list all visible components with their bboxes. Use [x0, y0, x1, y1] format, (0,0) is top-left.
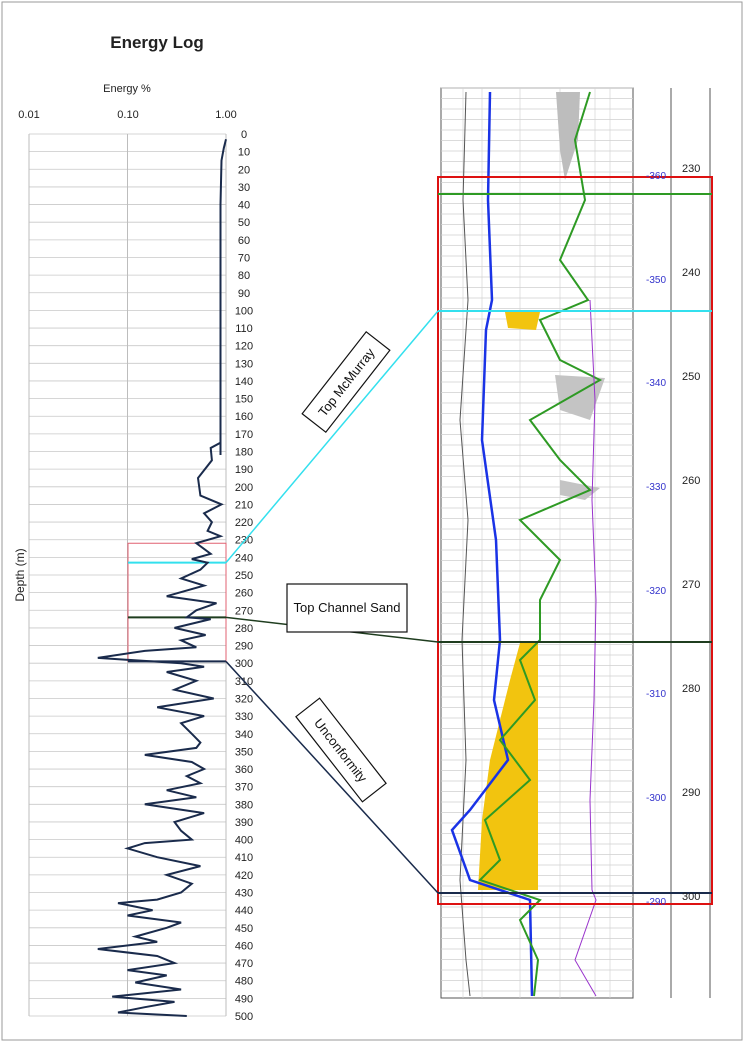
y-tick-labels: 0 10 20 30 40 50 60 70 80 90 100 110 120 130 140 150 160…: [235, 129, 253, 1023]
y-tick-label: 320: [235, 693, 253, 705]
y-tick-label: 190: [235, 464, 253, 476]
y-tick-label: 500: [235, 1011, 253, 1023]
y-tick-label: 450: [235, 923, 253, 935]
annotation-top-channel-sand-text: Top Channel Sand: [294, 600, 401, 615]
y-tick-label: 0: [241, 129, 247, 141]
y-tick-label: 280: [235, 623, 253, 635]
y-tick-label: 290: [235, 641, 253, 653]
y-tick-label: 260: [235, 588, 253, 600]
subsea-label: -300: [646, 793, 666, 804]
horizon-connector: [225, 310, 439, 564]
y-tick-label: 480: [235, 976, 253, 988]
depth-label-right: 280: [682, 683, 700, 695]
y-tick-label: 120: [235, 341, 253, 353]
y-tick-label: 150: [235, 394, 253, 406]
resistivity-curve: [478, 91, 603, 997]
x-axis-label: Energy %: [103, 83, 151, 95]
depth-label-right: 270: [682, 579, 700, 591]
depth-label-right: 250: [682, 371, 700, 383]
y-axis-label: Depth (m): [13, 548, 27, 601]
gamma-ray-curve: [450, 91, 534, 997]
y-tick-label: 70: [238, 252, 250, 264]
y-tick-label: 40: [238, 200, 250, 212]
zoom-box: [127, 542, 227, 663]
y-tick-label: 460: [235, 940, 253, 952]
y-tick-label: 90: [238, 288, 250, 300]
depth-label-right: 300: [682, 891, 700, 903]
x-tick-label-2: 1.00: [215, 109, 236, 121]
subsea-label: -330: [646, 482, 666, 493]
energy-series-line: [97, 139, 227, 1017]
y-tick-label: 360: [235, 764, 253, 776]
subsea-label: -290: [646, 897, 666, 908]
y-tick-label: 180: [235, 447, 253, 459]
y-tick-label: 100: [235, 305, 253, 317]
y-tick-label: 140: [235, 376, 253, 388]
y-tick-label: 330: [235, 711, 253, 723]
caliper-curve: [459, 91, 471, 997]
density-curve: [574, 299, 597, 997]
subsea-label: -350: [646, 275, 666, 286]
chart-title: Energy Log: [110, 33, 204, 52]
y-tick-label: 210: [235, 499, 253, 511]
y-tick-label: 420: [235, 870, 253, 882]
y-tick-label: 300: [235, 658, 253, 670]
y-tick-label: 470: [235, 958, 253, 970]
shale-fill-2: [555, 375, 605, 420]
subsea-label: -310: [646, 689, 666, 700]
y-tick-label: 390: [235, 817, 253, 829]
y-tick-label: 50: [238, 217, 250, 229]
subsea-label: -360: [646, 171, 666, 182]
y-tick-label: 30: [238, 182, 250, 194]
y-tick-label: 160: [235, 411, 253, 423]
horizon-connector: [225, 660, 439, 894]
y-tick-label: 60: [238, 235, 250, 247]
x-tick-label-0: 0.01: [18, 109, 39, 121]
y-tick-label: 200: [235, 482, 253, 494]
y-tick-label: 110: [235, 323, 253, 335]
depth-label-right: 240: [682, 267, 700, 279]
y-tick-label: 220: [235, 517, 253, 529]
y-tick-label: 240: [235, 552, 253, 564]
plot-grid: [28, 133, 227, 1017]
y-tick-label: 440: [235, 905, 253, 917]
subsea-label: -340: [646, 378, 666, 389]
y-tick-label: 350: [235, 746, 253, 758]
y-tick-label: 490: [235, 993, 253, 1005]
y-tick-label: 340: [235, 729, 253, 741]
subsea-label: -320: [646, 586, 666, 597]
y-tick-label: 10: [238, 147, 250, 159]
well-log-panel: -360 -350 -340 -330 -320 -310 -300 -290 230 240 25…: [437, 87, 713, 999]
y-tick-label: 20: [238, 164, 250, 176]
y-tick-label: 400: [235, 835, 253, 847]
y-tick-label: 270: [235, 605, 253, 617]
shale-fill: [556, 92, 580, 180]
y-tick-label: 430: [235, 888, 253, 900]
depth-label-right: 230: [682, 163, 700, 175]
y-tick-label: 370: [235, 782, 253, 794]
annotation-top-channel-sand: Top Channel Sand: [286, 583, 408, 633]
shale-fill-3: [560, 480, 600, 500]
y-tick-label: 380: [235, 799, 253, 811]
y-tick-label: 250: [235, 570, 253, 582]
depth-label-right: 290: [682, 787, 700, 799]
depth-label-right: 260: [682, 475, 700, 487]
y-tick-label: 130: [235, 358, 253, 370]
sand-fill: [478, 643, 538, 890]
y-tick-label: 80: [238, 270, 250, 282]
sand-fill-top: [505, 312, 540, 330]
log-interval-box: [437, 176, 713, 905]
y-tick-label: 410: [235, 852, 253, 864]
y-tick-label: 170: [235, 429, 253, 441]
x-tick-label-1: 0.10: [117, 109, 138, 121]
